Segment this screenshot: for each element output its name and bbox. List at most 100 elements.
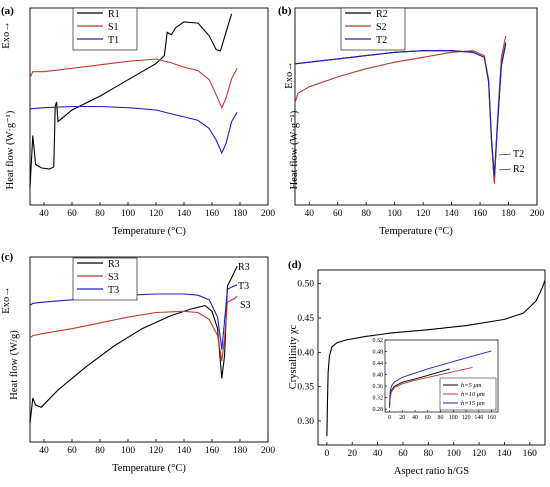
inset-y-tick-label: 0.40 — [373, 373, 384, 379]
x-tick-label: 80 — [95, 446, 105, 456]
curve-annotation: T2 — [513, 149, 524, 160]
series-line-main — [326, 280, 546, 437]
x-tick-label: 140 — [177, 209, 192, 219]
inset-y-tick-label: 0.52 — [373, 338, 384, 344]
inset-x-tick-label: 100 — [449, 415, 458, 421]
y-tick-label: 0.30 — [297, 417, 314, 427]
x-tick-label: 180 — [233, 209, 248, 219]
y-tick-label: 0.50 — [297, 280, 314, 290]
legend-entry: S2 — [376, 22, 387, 33]
legend: R3 S3 T3 — [72, 257, 138, 301]
legend: R1 S1 T1 — [72, 7, 138, 51]
series-line-r3 — [29, 266, 238, 424]
series-line-s2 — [294, 35, 507, 184]
legend-box — [340, 7, 406, 51]
x-tick-label: 40 — [304, 209, 314, 219]
inset-series-line — [389, 366, 473, 408]
panel-label: (c) — [1, 251, 14, 263]
inset-plot: 0 20 40 60 80 100 120 140 160 0.28 0.32 0.36 0.40 0.4… — [373, 338, 499, 421]
y-axis-label: Crystallinity χc — [288, 324, 299, 389]
x-axis-label: Temperature (°C) — [379, 226, 453, 237]
x-tick-label: 60 — [67, 446, 77, 456]
x-tick-label: 180 — [501, 209, 516, 219]
curve-annotation: S3 — [240, 300, 251, 311]
x-tick-label: 60 — [67, 209, 77, 219]
inset-legend-entry: h=10 μm — [461, 391, 485, 398]
panel-a: (a) 40 60 80 100 120 140 160 180 200 Temperature (… — [1, 5, 275, 237]
x-tick-label: 180 — [233, 446, 248, 456]
curve-annotation: R3 — [238, 262, 250, 273]
inset-x-tick-label: 80 — [438, 415, 444, 421]
x-tick-label: 40 — [39, 209, 49, 219]
panel-label: (d) — [288, 259, 302, 271]
y-tick-label: 0.40 — [297, 348, 314, 358]
x-tick-label: 100 — [121, 446, 136, 456]
x-tick-label: 60 — [333, 209, 343, 219]
inset-x-tick-label: 0 — [388, 415, 391, 421]
inset-x-tick-label: 20 — [399, 415, 405, 421]
y-axis-label: Heat flow (W·g⁻¹) — [289, 110, 300, 189]
y-tick-label: 0.35 — [297, 383, 314, 393]
x-tick-label: 200 — [261, 446, 276, 456]
exo-label: Exo→ — [1, 21, 12, 48]
inset-x-tick-label: 60 — [425, 415, 431, 421]
panel-label: (b) — [278, 5, 292, 17]
x-tick-label: 120 — [472, 449, 487, 459]
legend-entry: S1 — [108, 22, 119, 33]
x-axis-label: Aspect ratio h/GS — [394, 466, 469, 477]
x-tick-label: 20 — [347, 449, 357, 459]
legend-entry: R1 — [108, 9, 120, 20]
x-tick-label: 120 — [149, 209, 164, 219]
legend-entry: T2 — [376, 35, 387, 46]
plot-frame — [29, 7, 269, 206]
plot-frame — [294, 7, 538, 206]
x-tick-label: 40 — [39, 446, 49, 456]
plot-frame — [29, 256, 269, 443]
exo-label: Exo→ — [1, 286, 12, 313]
x-tick-label: 140 — [444, 209, 459, 219]
inset-series-line — [389, 350, 492, 407]
x-axis-label: Temperature (°C) — [112, 226, 186, 237]
exo-label: Exo→ — [284, 61, 295, 88]
inset-legend: h=5 μm h=10 μm h=15 μm — [439, 377, 497, 411]
x-tick-label: 160 — [205, 446, 220, 456]
series-line-s1 — [29, 58, 238, 110]
legend: R2 S2 T2 — [340, 7, 406, 51]
series-line-r1 — [29, 13, 233, 188]
x-tick-label: 120 — [416, 209, 431, 219]
x-tick-label: 80 — [95, 209, 105, 219]
panel-b: (b) 40 60 80 100 120 140 160 180 200 Temperature (… — [278, 5, 544, 237]
legend-entry: R2 — [376, 9, 388, 20]
legend-entry: T1 — [108, 35, 119, 46]
inset-y-tick-label: 0.28 — [373, 407, 384, 413]
curve-annotation: T3 — [238, 281, 249, 292]
annotation-leader — [498, 153, 512, 156]
inset-x-tick-label: 160 — [487, 415, 496, 421]
x-tick-label: 40 — [373, 449, 383, 459]
panel-label: (a) — [1, 5, 14, 17]
x-tick-label: 100 — [388, 209, 403, 219]
inset-legend-entry: h=5 μm — [461, 382, 482, 389]
series-line-s3 — [29, 295, 238, 362]
x-tick-label: 100 — [447, 449, 462, 459]
x-tick-label: 120 — [149, 446, 164, 456]
x-tick-label: 0 — [325, 449, 330, 459]
x-tick-label: 100 — [121, 209, 136, 219]
legend-entry: S3 — [108, 272, 119, 283]
inset-x-tick-label: 120 — [462, 415, 471, 421]
legend-box — [72, 7, 138, 51]
legend-entry: R3 — [108, 259, 120, 270]
x-tick-label: 80 — [361, 209, 371, 219]
x-tick-label: 160 — [473, 209, 488, 219]
legend-entry: T3 — [108, 285, 119, 296]
panel-c: (c) 40 60 80 100 120 140 160 180 200 Temperature (… — [1, 251, 275, 474]
x-axis-label: Temperature (°C) — [112, 463, 186, 474]
series-line-t1 — [29, 105, 238, 155]
y-tick-label: 0.45 — [297, 314, 314, 324]
series-line-r2 — [294, 43, 507, 183]
inset-y-tick-label: 0.44 — [373, 361, 384, 367]
y-axis-label: Heat flow (W/g) — [9, 330, 20, 400]
x-tick-label: 60 — [398, 449, 408, 459]
x-tick-label: 140 — [177, 446, 192, 456]
